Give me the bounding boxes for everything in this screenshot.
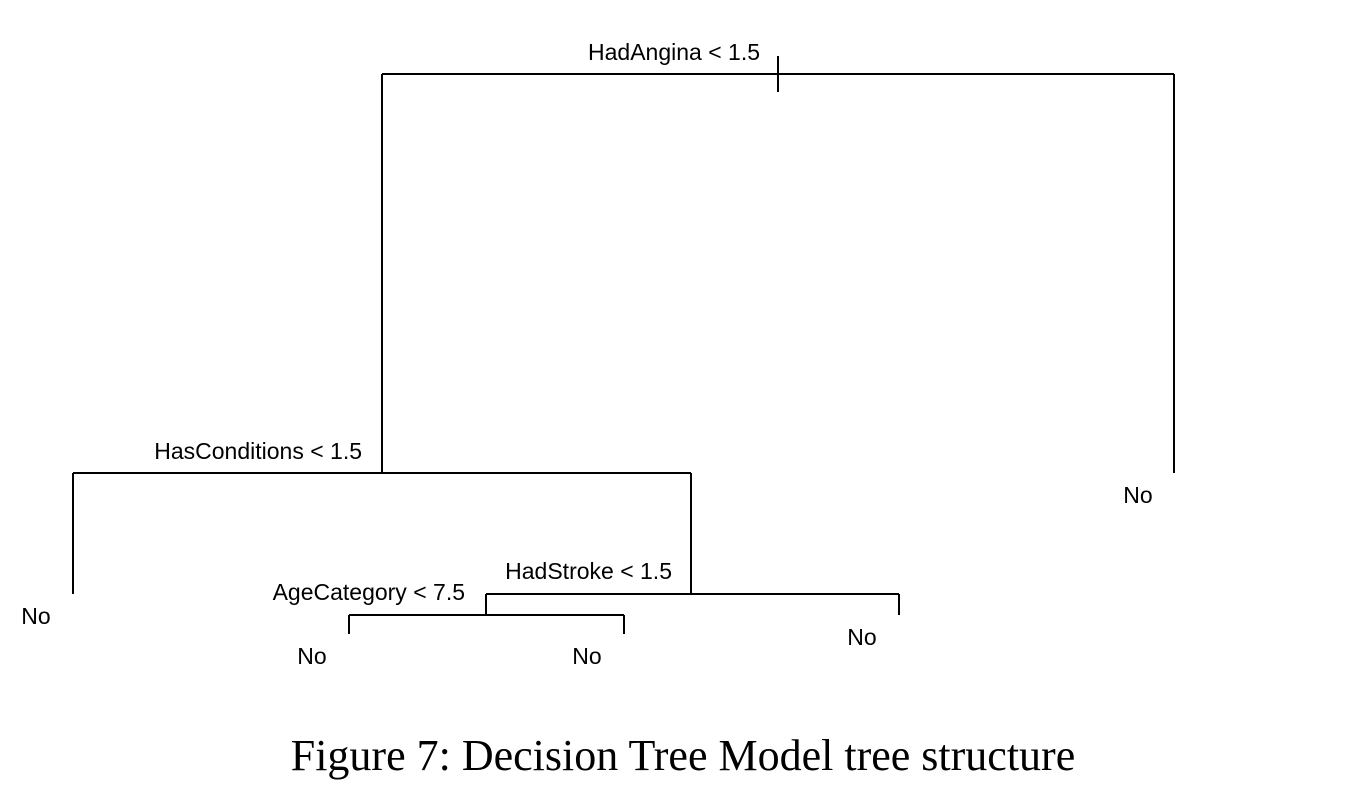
node-label-age-category: AgeCategory < 7.5 — [273, 579, 465, 605]
leaf-label-age-category-left: No — [297, 643, 326, 669]
node-label-had-stroke: HadStroke < 1.5 — [505, 558, 672, 584]
split-age-category: AgeCategory < 7.5 — [273, 579, 625, 634]
decision-tree-diagram: HadAngina < 1.5 HasConditions < 1.5 HadS… — [21, 39, 1175, 669]
split-had-angina: HadAngina < 1.5 — [381, 39, 1175, 473]
split-has-conditions: HasConditions < 1.5 — [72, 438, 692, 594]
figure-caption: Figure 7: Decision Tree Model tree struc… — [290, 731, 1076, 780]
node-label-has-conditions: HasConditions < 1.5 — [154, 438, 362, 464]
leaf-label-age-category-right: No — [572, 643, 601, 669]
leaf-label-has-conditions-left: No — [21, 603, 50, 629]
split-had-stroke: HadStroke < 1.5 — [485, 558, 900, 615]
leaf-label-had-stroke-right: No — [847, 624, 876, 650]
node-label-had-angina: HadAngina < 1.5 — [588, 39, 760, 65]
leaf-label-root-right: No — [1123, 482, 1152, 508]
